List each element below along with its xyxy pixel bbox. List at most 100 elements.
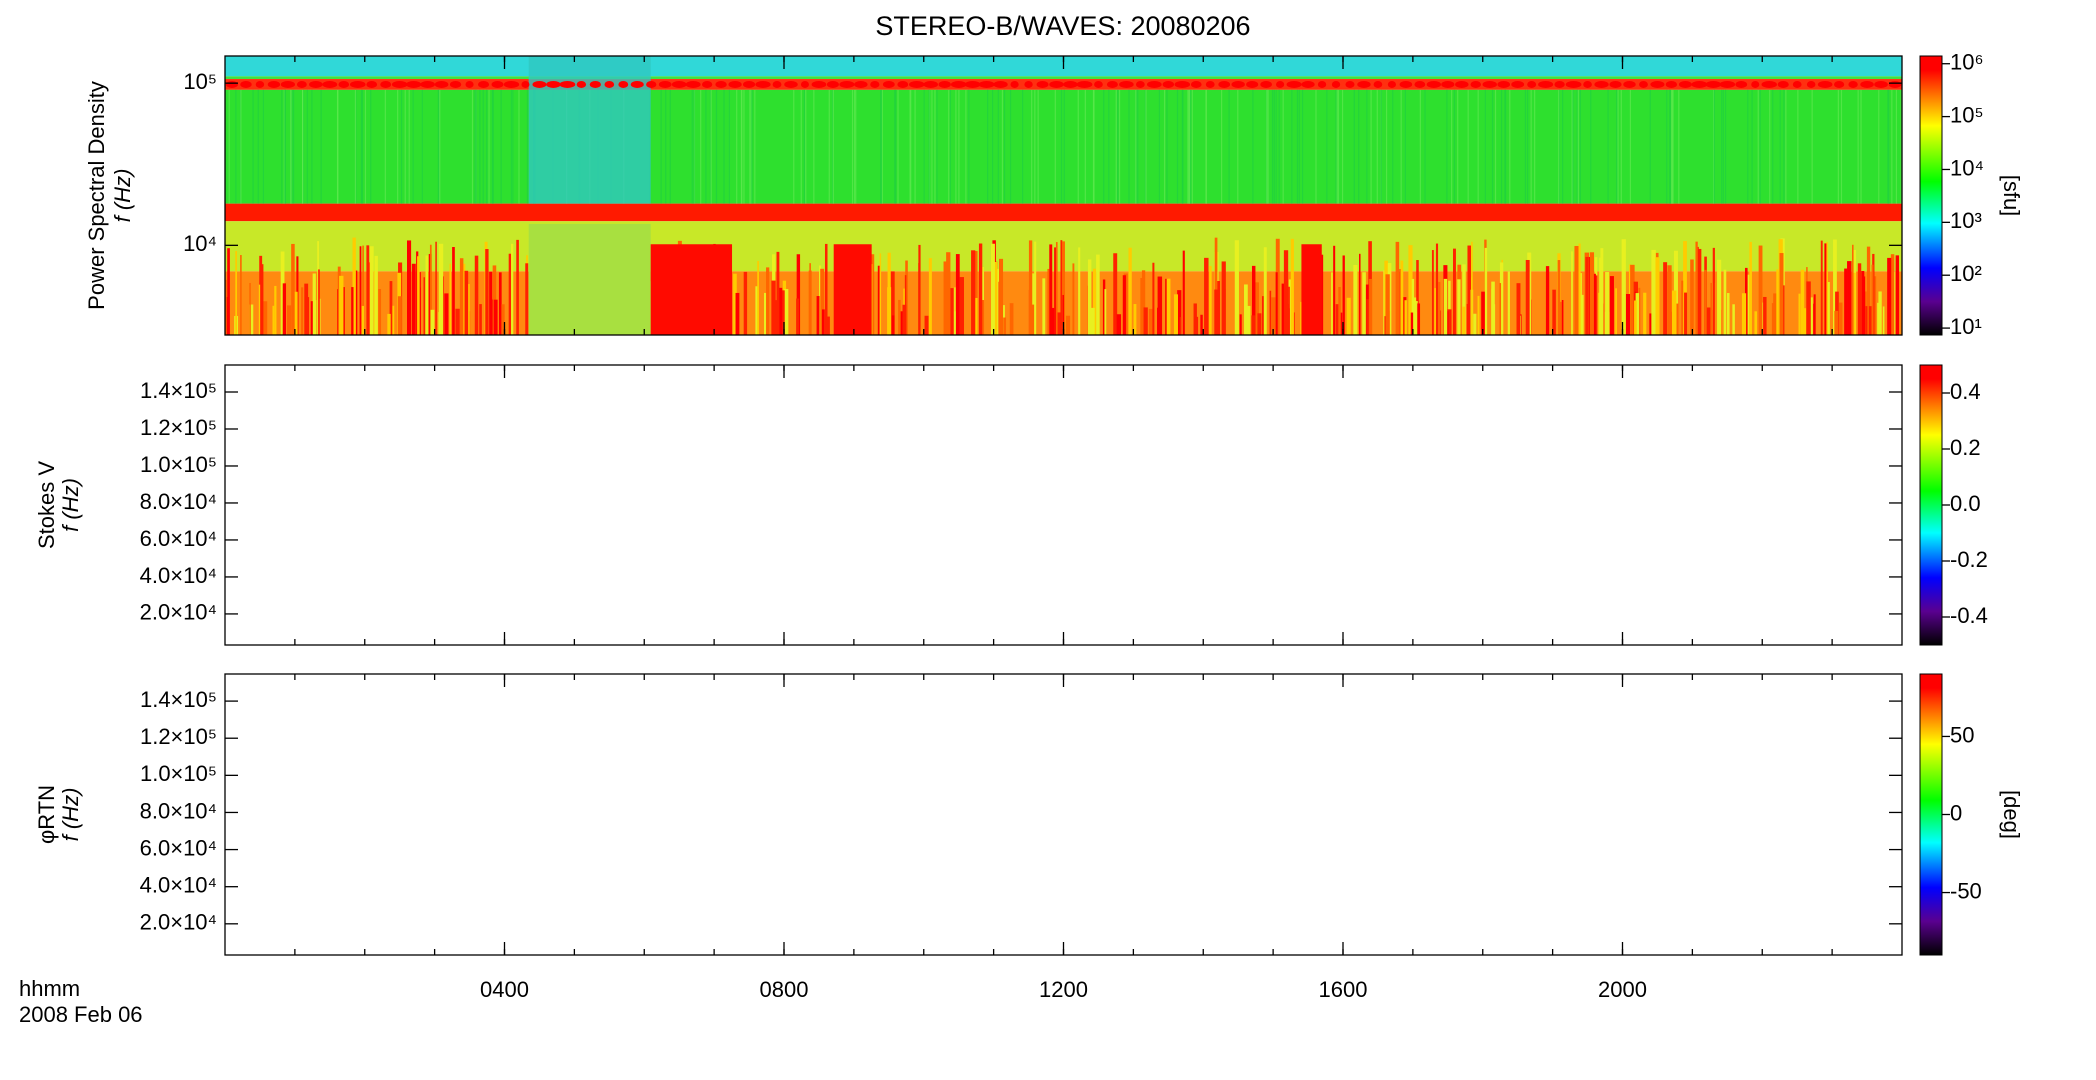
spectrogram-streak	[1031, 89, 1033, 204]
spectrogram-streak	[1200, 314, 1203, 335]
spectrogram-streak	[1847, 261, 1852, 335]
spectrogram-streak	[1209, 265, 1212, 335]
y-tick-label: 2.0×10⁴	[140, 600, 217, 625]
spectrogram-streak	[1561, 299, 1564, 335]
spectrogram-patch	[528, 223, 651, 335]
spectrogram-streak	[1671, 290, 1677, 335]
spectrogram-streak	[1833, 239, 1837, 335]
spectrogram-streak	[435, 241, 437, 335]
spectrogram-blob	[742, 80, 756, 88]
date-label: 2008 Feb 06	[19, 1002, 143, 1027]
spectrogram-band	[225, 203, 1902, 222]
spectrogram-streak	[281, 89, 283, 204]
spectrogram-streak	[471, 89, 474, 204]
spectrogram-streak	[1655, 257, 1660, 335]
spectrogram-blob	[1331, 80, 1341, 88]
spectrogram-streak	[1366, 89, 1368, 204]
spectrogram-streak	[1491, 288, 1494, 335]
spectrogram-streak	[1527, 89, 1529, 204]
spectrogram-streak	[735, 292, 740, 335]
spectrogram-blob	[1106, 80, 1118, 88]
spectrogram-blob	[1538, 80, 1554, 88]
spectrogram-streak	[1414, 311, 1418, 335]
spectrogram-streak	[516, 239, 519, 335]
spectrogram-streak	[1635, 293, 1640, 335]
spectrogram-streak	[1216, 280, 1221, 335]
spectrogram-streak	[485, 249, 489, 335]
spectrogram-streak	[1435, 243, 1439, 335]
spectrogram-streak	[1666, 89, 1668, 204]
spectrogram-streak	[1530, 89, 1532, 204]
spectrogram-streak	[474, 89, 476, 204]
spectrogram-blob	[1260, 80, 1272, 88]
spectrogram-blob	[1387, 80, 1396, 88]
spectrogram-blob	[1482, 80, 1497, 88]
spectrogram-streak	[1404, 300, 1407, 335]
spectrogram-streak	[397, 296, 402, 335]
spectrogram-streak	[1698, 248, 1702, 335]
spectrogram-streak	[1049, 244, 1053, 335]
spectrogram-streak	[1723, 269, 1727, 335]
spectrogram-streak	[272, 305, 275, 335]
spectrogram-blob	[1639, 80, 1648, 88]
spectrogram-streak	[1359, 253, 1361, 335]
spectrogram-streak	[914, 89, 916, 204]
spectrogram-streak	[1678, 89, 1680, 204]
spectrogram-streak	[754, 89, 756, 204]
spectrogram-blob	[826, 80, 839, 88]
spectrogram-streak	[339, 275, 344, 335]
spectrogram-streak	[1888, 89, 1890, 204]
spectrogram-streak	[1600, 248, 1604, 335]
spectrogram-blob	[685, 80, 701, 88]
spectrogram-streak	[923, 89, 925, 204]
spectrogram-streak	[1759, 89, 1761, 204]
spectrogram-blob	[1511, 80, 1525, 88]
y-tick-label: 8.0×10⁴	[140, 798, 217, 823]
spectrogram-streak	[1651, 249, 1656, 335]
spectrogram-blob	[1218, 80, 1231, 88]
spectrogram-streak	[510, 89, 512, 204]
spectrogram-streak	[367, 262, 372, 335]
colorbar-tick-label: 0.0	[1950, 491, 1981, 516]
spectrogram-streak	[918, 244, 921, 335]
spectrogram-blob	[1063, 80, 1078, 88]
spectrogram-streak	[1672, 89, 1674, 204]
spectrogram-streak	[904, 275, 907, 335]
spectrogram-streak	[287, 305, 292, 335]
spectrogram-streak	[449, 263, 451, 335]
spectrogram-streak	[369, 246, 374, 335]
spectrogram-streak	[361, 305, 364, 335]
spectrogram-blob	[909, 80, 925, 88]
spectrogram-streak	[1392, 89, 1394, 204]
spectrogram-streak	[1713, 89, 1715, 204]
spectrogram-streak	[1453, 248, 1456, 335]
spectrogram-streak	[1133, 304, 1137, 335]
spectrogram-blob	[728, 80, 742, 88]
spectrogram-blob	[1024, 80, 1033, 88]
spectrogram-streak	[1221, 261, 1226, 335]
spectrogram-blob	[604, 80, 615, 88]
spectrogram-streak	[1137, 89, 1139, 204]
spectrogram-streak	[1779, 89, 1781, 204]
spectrogram-streak	[1331, 272, 1333, 335]
spectrogram-streak	[438, 243, 444, 335]
spectrogram-blob	[420, 80, 435, 88]
spectrogram-streak	[1157, 307, 1160, 335]
spectrogram-streak	[997, 89, 999, 204]
spectrogram-streak	[337, 89, 339, 204]
spectrogram-streak	[1275, 89, 1277, 204]
spectrogram-streak	[225, 297, 229, 335]
spectrogram-streak	[491, 89, 493, 204]
spectrogram-blob	[1345, 80, 1355, 88]
spectrogram-streak	[1090, 307, 1095, 335]
colorbar-label: [deg]	[1999, 790, 2024, 839]
spectrogram-streak	[995, 268, 1000, 335]
colorbar	[1919, 55, 1943, 336]
x-tick-label: 0800	[760, 977, 809, 1002]
spectrogram-streak	[1434, 288, 1437, 335]
spectrogram-band	[225, 76, 1902, 80]
spectrogram-streak	[1820, 240, 1823, 335]
spectrogram-streak	[1072, 263, 1075, 335]
spectrogram-streak	[931, 89, 933, 204]
spectrogram-streak	[479, 89, 481, 204]
